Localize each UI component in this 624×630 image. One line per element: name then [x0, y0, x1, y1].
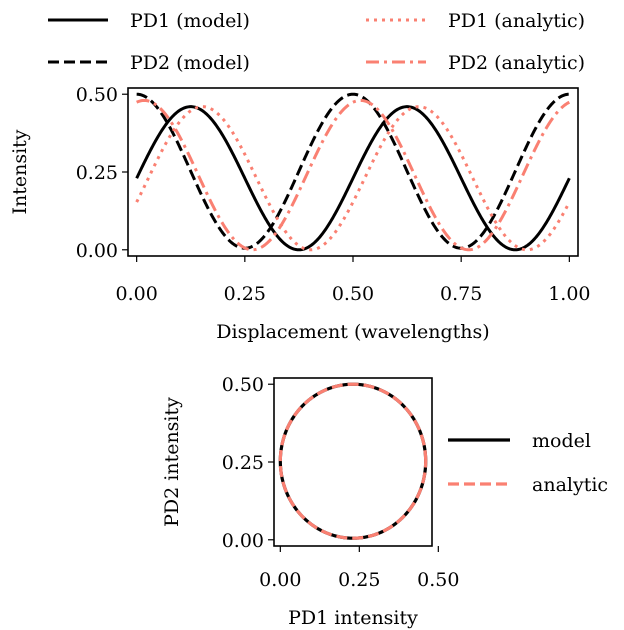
top-y-axis-label: Intensity — [9, 129, 31, 214]
bottom-x-tick-label: 0.50 — [417, 569, 459, 591]
series-line-pd2-model- — [136, 92, 570, 250]
legend-label: PD1 (model) — [130, 10, 250, 32]
top-x-tick-label: 0.50 — [332, 283, 374, 305]
top-legend: PD1 (model) PD2 (model) PD1 (analytic) PD2 … — [48, 10, 585, 74]
top-x-axis-label: Displacement (wavelengths) — [216, 321, 489, 343]
legend-label: PD1 (analytic) — [448, 10, 585, 32]
legend-label: model — [532, 430, 591, 452]
top-chart: 0.00 0.25 0.50 0.75 1.00 0.00 0.25 0.50 Displace… — [9, 84, 591, 343]
bottom-axes-frame — [273, 377, 433, 547]
bottom-legend: model analytic — [448, 430, 608, 496]
top-x-tick-label: 0.00 — [115, 283, 157, 305]
bottom-x-tick-label: 0.00 — [259, 569, 301, 591]
bottom-y-tick-label: 0.25 — [222, 452, 264, 474]
bottom-y-axis-label: PD2 intensity — [161, 397, 183, 527]
top-x-tick-label: 0.75 — [440, 283, 482, 305]
bottom-y-tick-label: 0.00 — [222, 530, 264, 552]
series-loop-analytic — [278, 382, 428, 540]
top-x-tick-label: 0.25 — [224, 283, 266, 305]
series-line-pd2-analytic- — [136, 98, 571, 252]
top-y-tick-label: 0.50 — [76, 84, 118, 106]
top-y-tick-label: 0.25 — [76, 162, 118, 184]
top-axes-frame — [127, 87, 579, 257]
bottom-x-tick-label: 0.25 — [338, 569, 380, 591]
legend-label: PD2 (analytic) — [448, 52, 585, 74]
legend-label: analytic — [532, 474, 608, 496]
bottom-chart: 0.00 0.25 0.50 0.00 0.25 0.50 PD1 intensity PD2… — [161, 374, 459, 629]
top-x-tick-label: 1.00 — [548, 283, 590, 305]
bottom-x-axis-label: PD1 intensity — [288, 607, 418, 629]
top-y-tick-label: 0.00 — [76, 240, 118, 262]
series-line-pd1-model- — [135, 105, 571, 252]
bottom-y-tick-label: 0.50 — [222, 374, 264, 396]
legend-label: PD2 (model) — [130, 52, 250, 74]
